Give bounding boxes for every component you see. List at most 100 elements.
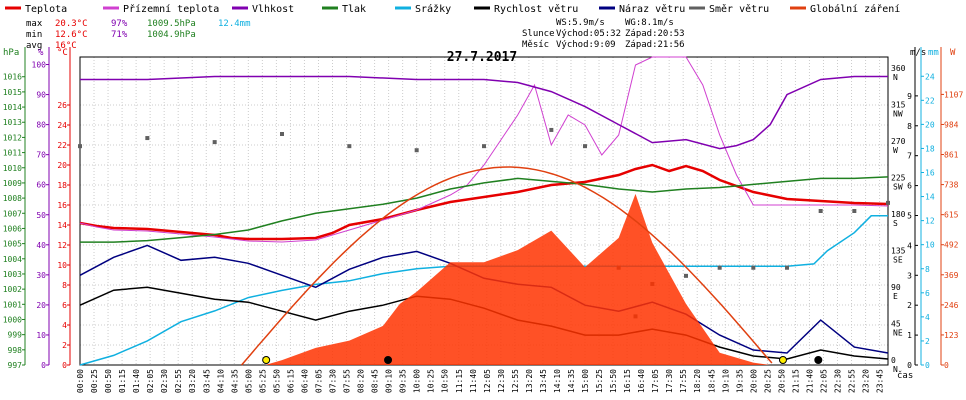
tick-label: 984	[944, 120, 959, 129]
tick-label: 0	[41, 361, 46, 370]
tick-label: 615	[944, 211, 959, 220]
time-tick-label: 04:10	[216, 369, 225, 393]
tick-label: 1000	[3, 315, 22, 324]
tick-label: 30	[36, 271, 46, 280]
time-tick-label: 12:05	[483, 369, 492, 393]
wind-direction-point	[347, 144, 352, 149]
tick-label: 60	[36, 181, 46, 190]
sunrise-marker	[262, 356, 271, 364]
tick-label: 1001	[3, 300, 22, 309]
time-tick-label: 12:55	[511, 369, 520, 393]
axis-radiation: 0 123 246 369 492 615 738 861 984 1107	[940, 47, 963, 370]
time-tick-label: 08:20	[357, 369, 366, 393]
time-tick-label: 18:45	[707, 369, 716, 393]
time-tick-label: 14:35	[567, 369, 576, 393]
tick-label: 20	[36, 301, 46, 310]
tick-label: 22	[57, 141, 67, 150]
tick-label: 3	[907, 271, 912, 280]
stat-value: 20.3°C	[55, 19, 88, 29]
tick-label: 1006	[3, 224, 22, 233]
time-tick-label: 13:20	[525, 369, 534, 393]
tick-label: 70	[36, 151, 46, 160]
series-line	[80, 176, 889, 243]
tick-label: 0	[907, 361, 912, 370]
tick-label: N	[893, 365, 898, 374]
tick-label: 8	[62, 281, 67, 290]
tick-label: 16	[57, 201, 67, 210]
tick-label: 90	[36, 91, 46, 100]
legend-label: Teplota	[25, 4, 67, 15]
time-tick-label: 00:25	[90, 369, 99, 393]
tick-label: 24	[57, 121, 67, 130]
tick-label: NW	[893, 110, 903, 119]
tick-label: 10	[57, 261, 67, 270]
tick-label: 4	[907, 241, 912, 250]
wind-direction-point	[414, 148, 419, 153]
tick-label: 5	[907, 211, 912, 220]
unit-rad: W	[950, 48, 956, 58]
axis-humidity: 0 10 20 30 40 50 60 70 80 90 100	[32, 47, 50, 370]
time-tick-label: 01:40	[132, 369, 141, 393]
tick-label: 997	[8, 361, 23, 370]
tick-label: 0	[925, 361, 930, 370]
plot-area	[78, 56, 890, 366]
time-tick-label: 05:25	[258, 369, 267, 393]
tick-label: 4	[925, 313, 930, 322]
time-tick-label: 10:00	[413, 369, 422, 393]
time-tick-label: 07:30	[329, 369, 338, 393]
time-tick-label: 01:15	[118, 369, 127, 393]
tick-label: 1013	[3, 118, 22, 127]
tick-label: 100	[32, 61, 47, 70]
time-tick-label: 00:50	[104, 369, 113, 393]
legend-label: Globální záření	[810, 3, 900, 15]
tick-label: 998	[8, 346, 23, 355]
tick-label: 24	[925, 72, 935, 81]
wind-speed-stat: WS:5.9m/s	[556, 18, 605, 28]
tick-label: 6	[62, 301, 67, 310]
time-tick-label: 15:00	[581, 369, 590, 393]
unit-hpa: hPa	[3, 48, 19, 58]
stat-value: min	[26, 30, 42, 40]
sunset: Západ:20:53	[625, 29, 685, 39]
legend-label: Vlhkost	[252, 4, 294, 15]
tick-label: 20	[57, 161, 67, 170]
tick-label: 7	[907, 152, 912, 161]
wind-direction-point	[549, 127, 554, 132]
tick-label: 26	[57, 101, 67, 110]
time-tick-label: 21:15	[791, 369, 800, 393]
tick-label: 1009	[3, 179, 22, 188]
stat-value: 12.4mm	[218, 19, 251, 29]
tick-label: S	[893, 219, 898, 228]
tick-label: 1007	[3, 209, 22, 218]
time-tick-label: 10:50	[441, 369, 450, 393]
tick-label: 1012	[3, 133, 22, 142]
time-tick-label: 02:30	[160, 369, 169, 393]
wind-direction-point	[886, 200, 890, 205]
wind-gust-stat: WG:8.1m/s	[625, 18, 674, 28]
wind-direction-point	[785, 265, 789, 270]
wind-direction-point	[78, 144, 82, 149]
series-line	[79, 56, 889, 243]
time-tick-label: 03:20	[188, 369, 197, 393]
tick-label: NE	[893, 329, 903, 338]
wind-direction-point	[751, 265, 756, 270]
tick-label: 18	[57, 181, 67, 190]
tick-label: 492	[944, 241, 959, 250]
tick-label: 80	[36, 121, 46, 130]
series-line	[80, 75, 888, 150]
wind-direction-point	[145, 136, 150, 141]
time-tick-label: 11:15	[455, 369, 464, 393]
stat-value: 97%	[111, 19, 128, 29]
time-tick-label: 13:45	[539, 369, 548, 393]
unit-rain: mm	[928, 48, 939, 58]
time-tick-label: 02:55	[174, 369, 183, 393]
sun-label: Slunce	[522, 29, 555, 39]
stat-value: max	[26, 19, 43, 29]
tick-label: 225	[891, 174, 906, 183]
tick-label: 1	[907, 331, 912, 340]
wind-direction-point	[280, 132, 284, 136]
stat-value: avg	[26, 41, 42, 51]
tick-label: 9	[907, 92, 912, 101]
time-tick-label: 17:30	[665, 369, 674, 393]
